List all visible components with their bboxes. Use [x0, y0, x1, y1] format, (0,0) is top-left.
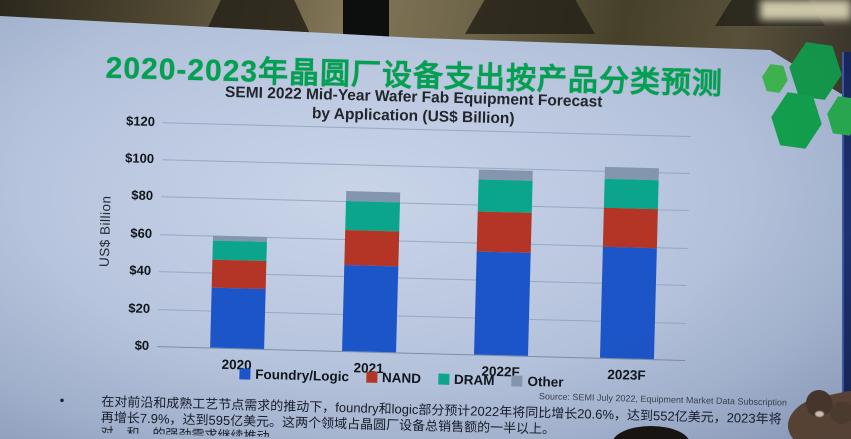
bar-2020 — [210, 235, 268, 349]
bar-2021 — [342, 191, 401, 353]
y-tick-label-40: $40 — [129, 262, 152, 279]
bullet-marker: • — [59, 392, 65, 408]
bar-segment-foundry-logic-2020 — [210, 287, 266, 349]
legend-item-foundry-logic: Foundry/Logic — [239, 366, 349, 384]
y-tick-label-80: $80 — [131, 187, 154, 204]
bar-segment-nand-2020 — [211, 259, 267, 290]
bar-segment-dram-2020 — [212, 241, 267, 262]
y-gridline-120 — [162, 121, 691, 137]
legend-swatch — [437, 373, 450, 385]
y-tick-label-100: $100 — [124, 150, 155, 167]
legend-swatch — [365, 371, 378, 383]
bar-segment-dram-2023F — [603, 178, 659, 210]
bar-2023F — [599, 167, 659, 360]
y-tick-label-0: $0 — [134, 337, 150, 353]
hand-highlight — [815, 411, 824, 417]
bar-segment-foundry-logic-2021 — [342, 265, 399, 353]
legend-label: Foundry/Logic — [255, 366, 350, 385]
bar-segment-dram-2021 — [345, 200, 400, 232]
bar-segment-foundry-logic-2023F — [599, 246, 657, 360]
legend-item-other: Other — [511, 373, 564, 390]
legend-label: DRAM — [453, 371, 495, 388]
legend-item-nand: NAND — [365, 370, 422, 387]
legend-swatch — [239, 368, 251, 380]
lamp-silhouette — [465, 0, 595, 34]
bar-segment-dram-2022F — [477, 179, 533, 214]
bar-segment-nand-2021 — [344, 230, 400, 267]
bar-segment-nand-2022F — [476, 211, 532, 253]
screen-edge-strip — [842, 52, 851, 439]
bar-segment-nand-2023F — [602, 208, 658, 248]
light-glow — [760, 0, 851, 20]
legend-label: NAND — [381, 370, 422, 387]
bar-2022F — [474, 169, 533, 356]
hand-finger — [830, 402, 851, 424]
legend-label: Other — [527, 373, 564, 390]
y-tick-label-60: $60 — [130, 225, 153, 241]
bar-segment-foundry-logic-2022F — [474, 251, 531, 356]
y-tick-label-120: $120 — [125, 112, 156, 129]
y-tick-label-20: $20 — [128, 299, 151, 316]
audience-head-silhouette — [612, 426, 690, 439]
legend-swatch — [511, 375, 523, 387]
legend-item-dram: DRAM — [437, 371, 495, 388]
